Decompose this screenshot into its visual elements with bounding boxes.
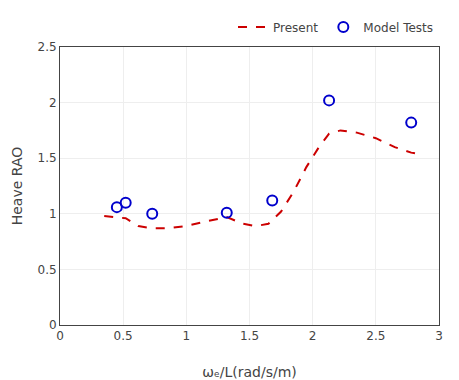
svg-text:0.5: 0.5	[38, 263, 57, 277]
svg-text:0: 0	[56, 329, 64, 343]
svg-text:ωₑ/L(rad/s/m): ωₑ/L(rad/s/m)	[202, 364, 297, 380]
svg-text:2.5: 2.5	[38, 40, 57, 54]
svg-text:0: 0	[49, 318, 57, 332]
svg-text:Present: Present	[273, 21, 318, 35]
svg-text:1: 1	[183, 329, 191, 343]
svg-text:Model Tests: Model Tests	[363, 21, 433, 35]
svg-text:2: 2	[309, 329, 317, 343]
svg-text:2.5: 2.5	[366, 329, 385, 343]
svg-text:1.5: 1.5	[240, 329, 259, 343]
svg-text:1: 1	[49, 207, 57, 221]
svg-text:2: 2	[49, 96, 57, 110]
svg-text:0.5: 0.5	[114, 329, 133, 343]
svg-text:1.5: 1.5	[38, 151, 57, 165]
svg-text:3: 3	[435, 329, 443, 343]
svg-text:Heave RAO: Heave RAO	[9, 147, 25, 226]
